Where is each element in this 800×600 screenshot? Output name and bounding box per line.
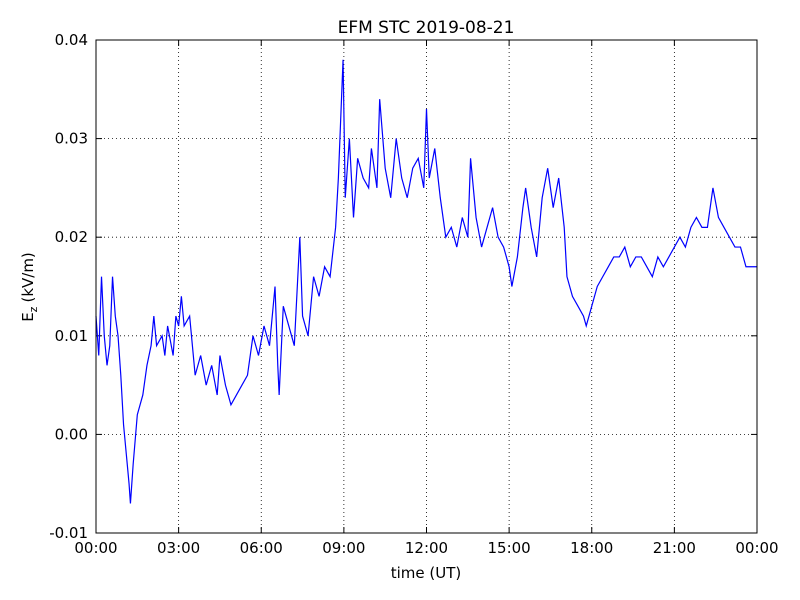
x-axis-label: time (UT) bbox=[391, 564, 462, 582]
x-tick-label: 18:00 bbox=[570, 539, 613, 557]
chart-title: EFM STC 2019-08-21 bbox=[338, 18, 515, 38]
y-tick-label: 0.04 bbox=[55, 31, 88, 49]
plot-frame bbox=[95, 39, 758, 534]
y-label-sub: z bbox=[27, 306, 40, 312]
y-tick-label: 0.01 bbox=[55, 327, 88, 345]
y-tick-label: 0.00 bbox=[55, 425, 88, 443]
x-tick-label: 00:00 bbox=[735, 539, 778, 557]
data-line bbox=[95, 59, 757, 504]
x-tick-label: 06:00 bbox=[240, 539, 283, 557]
y-label-main: E bbox=[19, 312, 37, 321]
y-tick-label: 0.02 bbox=[55, 228, 88, 246]
y-label-unit: (kV/m) bbox=[19, 252, 37, 302]
x-tick-label: 21:00 bbox=[653, 539, 696, 557]
y-tick-label: -0.01 bbox=[49, 524, 88, 542]
y-tick-label: 0.03 bbox=[55, 130, 88, 148]
x-tick-label: 00:00 bbox=[74, 539, 117, 557]
x-tick-label: 03:00 bbox=[157, 539, 200, 557]
x-tick-label: 12:00 bbox=[405, 539, 448, 557]
y-axis-label: Ez (kV/m) bbox=[19, 252, 40, 322]
x-tick-label: 09:00 bbox=[322, 539, 365, 557]
x-tick-label: 15:00 bbox=[488, 539, 531, 557]
